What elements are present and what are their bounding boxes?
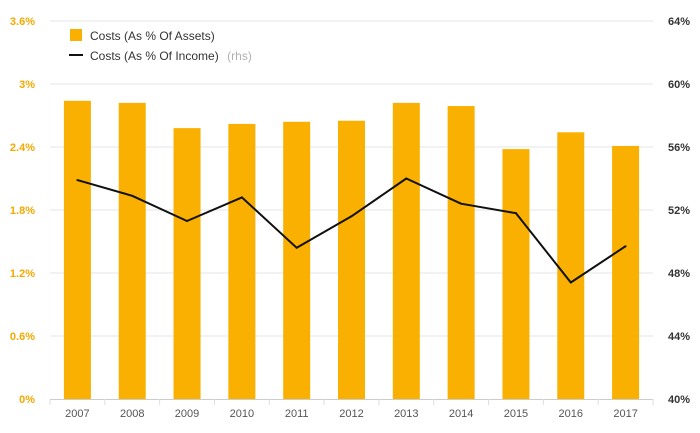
x-tick-label: 2007 [65, 408, 89, 420]
line-point [186, 220, 189, 223]
bar [118, 102, 146, 400]
line-point [569, 281, 572, 284]
x-tick-label: 2008 [120, 408, 144, 420]
right-axis: 40% 44% 48% 52% 56% 60% 64% [668, 16, 690, 406]
x-tick-label: 2014 [449, 408, 473, 420]
x-tick-label: 2009 [175, 408, 199, 420]
y-left-tick-label: 2.4% [10, 142, 35, 154]
legend-label-line: Costs (As % Of Income) (rhs) [90, 47, 252, 64]
line-series [76, 177, 627, 284]
line-point [131, 194, 134, 197]
bar [173, 128, 201, 399]
line-point [405, 177, 408, 180]
x-tick-label: 2016 [559, 408, 583, 420]
line-point [460, 202, 463, 205]
line-point [624, 245, 627, 248]
y-left-tick-label: 3.6% [10, 16, 35, 28]
legend-line-axis-note: (rhs) [227, 49, 252, 63]
bar [612, 145, 640, 399]
y-right-tick-label: 60% [668, 79, 690, 91]
y-right-tick-label: 52% [668, 205, 690, 217]
x-tick-label: 2013 [394, 408, 418, 420]
bar-series [63, 100, 640, 400]
y-left-tick-label: 1.8% [10, 205, 35, 217]
x-axis: 2007 2008 2009 2010 2011 2012 2013 2014 2015 2016… [49, 399, 654, 420]
legend-line-name: Costs (As % Of Income) [90, 49, 219, 63]
y-right-tick-label: 40% [668, 394, 690, 406]
bar [338, 120, 365, 399]
line-point [76, 179, 79, 182]
x-tick-label: 2012 [339, 408, 363, 420]
line-point [295, 246, 298, 249]
x-tick-label: 2010 [230, 408, 254, 420]
bar [392, 102, 420, 400]
bar [557, 132, 585, 400]
y-left-tick-label: 3% [19, 79, 35, 91]
legend-swatch-bar [70, 29, 82, 41]
y-left-tick-label: 0.6% [10, 331, 35, 343]
line-point [514, 212, 517, 215]
legend-label-bar: Costs (As % Of Assets) [90, 29, 215, 43]
y-right-tick-label: 44% [668, 331, 690, 343]
y-right-tick-label: 64% [668, 16, 690, 28]
y-right-tick-label: 48% [668, 268, 690, 280]
line-point [240, 196, 243, 199]
bar [63, 100, 91, 400]
left-axis: 0% 0.6% 1.2% 1.8% 2.4% 3% 3.6% [10, 16, 35, 406]
legend: Costs (As % Of Assets) Costs (As % Of In… [69, 29, 252, 64]
x-tick-label: 2015 [504, 408, 528, 420]
y-left-tick-label: 1.2% [10, 268, 35, 280]
y-right-tick-label: 56% [668, 142, 690, 154]
bar [228, 123, 256, 400]
bar [502, 149, 530, 399]
line-point [350, 215, 353, 218]
bar [283, 121, 311, 400]
y-left-tick-label: 0% [19, 394, 35, 406]
x-tick-label: 2017 [613, 408, 637, 420]
bar [447, 106, 475, 400]
x-tick-label: 2011 [285, 408, 309, 420]
